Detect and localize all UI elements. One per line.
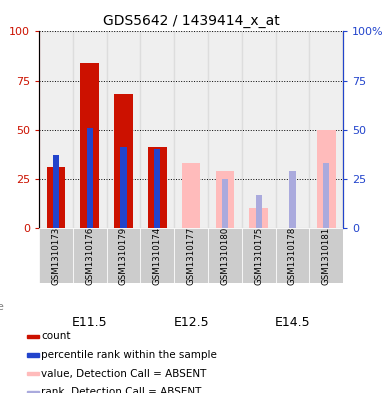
Bar	[242, 31, 276, 228]
FancyBboxPatch shape	[39, 228, 73, 283]
Text: GSM1310177: GSM1310177	[186, 226, 196, 285]
Text: E14.5: E14.5	[275, 316, 310, 329]
Bar	[27, 334, 39, 338]
Text: count: count	[41, 331, 71, 341]
Bar	[174, 31, 208, 228]
Bar	[27, 372, 39, 375]
Bar	[256, 195, 262, 228]
Bar	[73, 31, 106, 228]
Bar	[80, 63, 99, 228]
Bar	[121, 147, 126, 228]
Bar	[216, 171, 234, 228]
Bar	[39, 31, 73, 228]
Bar	[249, 208, 268, 228]
Title: GDS5642 / 1439414_x_at: GDS5642 / 1439414_x_at	[103, 14, 280, 28]
Text: rank, Detection Call = ABSENT: rank, Detection Call = ABSENT	[41, 387, 201, 393]
Text: GSM1310176: GSM1310176	[85, 226, 94, 285]
FancyBboxPatch shape	[174, 228, 208, 283]
Bar	[323, 163, 329, 228]
Bar	[276, 31, 309, 228]
Bar	[27, 353, 39, 356]
Bar	[317, 130, 335, 228]
FancyBboxPatch shape	[140, 228, 174, 283]
Bar	[46, 167, 65, 228]
Text: GSM1310175: GSM1310175	[254, 226, 263, 285]
Text: percentile rank within the sample: percentile rank within the sample	[41, 350, 217, 360]
Bar	[289, 171, 296, 228]
FancyBboxPatch shape	[208, 228, 242, 283]
Text: GSM1310173: GSM1310173	[51, 226, 60, 285]
Bar	[87, 128, 93, 228]
Text: E12.5: E12.5	[173, 316, 209, 329]
Text: GSM1310178: GSM1310178	[288, 226, 297, 285]
Bar	[140, 31, 174, 228]
Bar	[154, 149, 160, 228]
Bar	[182, 163, 200, 228]
Bar	[27, 391, 39, 393]
Text: GSM1310174: GSM1310174	[153, 226, 162, 285]
FancyBboxPatch shape	[276, 228, 309, 283]
FancyBboxPatch shape	[309, 228, 343, 283]
Bar	[222, 179, 228, 228]
Text: GSM1310181: GSM1310181	[322, 226, 331, 285]
Text: GSM1310179: GSM1310179	[119, 226, 128, 285]
Text: age: age	[0, 301, 4, 312]
Text: E11.5: E11.5	[72, 316, 108, 329]
Text: value, Detection Call = ABSENT: value, Detection Call = ABSENT	[41, 369, 206, 378]
FancyBboxPatch shape	[242, 228, 276, 283]
FancyBboxPatch shape	[106, 228, 140, 283]
Bar	[53, 155, 59, 228]
Bar	[309, 31, 343, 228]
Bar	[106, 31, 140, 228]
Text: GSM1310180: GSM1310180	[220, 226, 229, 285]
FancyBboxPatch shape	[73, 228, 106, 283]
Bar	[148, 147, 167, 228]
Bar	[208, 31, 242, 228]
Bar	[114, 94, 133, 228]
